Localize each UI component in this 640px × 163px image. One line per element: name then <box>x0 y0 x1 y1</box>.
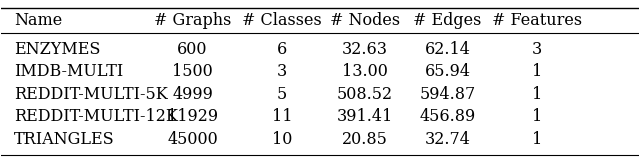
Text: 65.94: 65.94 <box>424 63 470 80</box>
Text: # Classes: # Classes <box>242 12 322 29</box>
Text: REDDIT-MULTI-12K: REDDIT-MULTI-12K <box>14 108 178 125</box>
Text: ENZYMES: ENZYMES <box>14 41 100 58</box>
Text: 508.52: 508.52 <box>337 86 393 103</box>
Text: 3: 3 <box>532 41 542 58</box>
Text: 594.87: 594.87 <box>419 86 476 103</box>
Text: # Nodes: # Nodes <box>330 12 399 29</box>
Text: 20.85: 20.85 <box>342 131 388 148</box>
Text: 45000: 45000 <box>167 131 218 148</box>
Text: 1: 1 <box>532 131 542 148</box>
Text: 1: 1 <box>532 63 542 80</box>
Text: 62.14: 62.14 <box>424 41 470 58</box>
Text: 13.00: 13.00 <box>342 63 388 80</box>
Text: 32.63: 32.63 <box>342 41 388 58</box>
Text: # Edges: # Edges <box>413 12 482 29</box>
Text: 11: 11 <box>271 108 292 125</box>
Text: 1: 1 <box>532 86 542 103</box>
Text: 5: 5 <box>276 86 287 103</box>
Text: 11929: 11929 <box>167 108 218 125</box>
Text: 10: 10 <box>271 131 292 148</box>
Text: # Features: # Features <box>492 12 582 29</box>
Text: IMDB-MULTI: IMDB-MULTI <box>14 63 124 80</box>
Text: TRIANGLES: TRIANGLES <box>14 131 115 148</box>
Text: 1: 1 <box>532 108 542 125</box>
Text: 4999: 4999 <box>172 86 213 103</box>
Text: 1500: 1500 <box>172 63 213 80</box>
Text: Name: Name <box>14 12 62 29</box>
Text: # Graphs: # Graphs <box>154 12 231 29</box>
Text: 32.74: 32.74 <box>424 131 470 148</box>
Text: 456.89: 456.89 <box>419 108 476 125</box>
Text: 600: 600 <box>177 41 208 58</box>
Text: 391.41: 391.41 <box>337 108 393 125</box>
Text: 6: 6 <box>276 41 287 58</box>
Text: REDDIT-MULTI-5K: REDDIT-MULTI-5K <box>14 86 168 103</box>
Text: 3: 3 <box>276 63 287 80</box>
